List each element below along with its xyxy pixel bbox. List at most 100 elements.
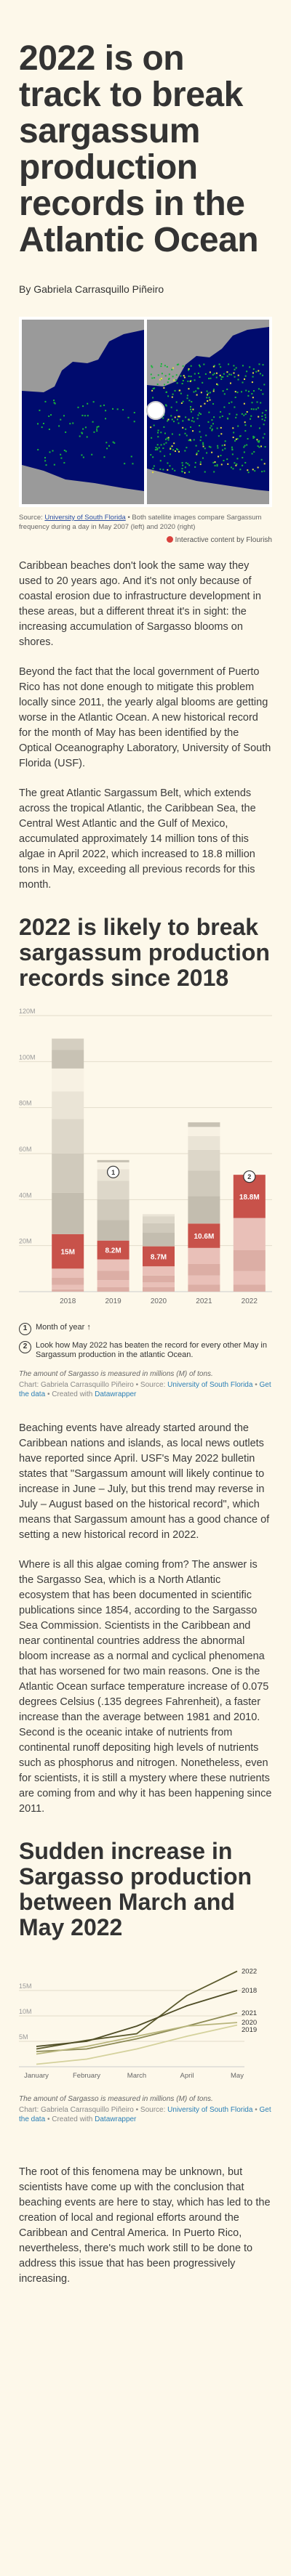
bloom-dot [199,440,202,442]
paragraph: Beaching events have already started aro… [19,1422,270,1541]
bloom-dot [211,429,213,432]
bloom-dot [167,395,170,397]
bloom-dot [184,432,186,434]
bloom-dot [181,470,183,472]
bloom-dot [186,397,188,400]
bloom-dot [228,402,230,404]
bloom-dot [239,435,241,437]
bloom-dot [174,389,176,392]
bloom-dot [194,373,196,375]
bloom-dot [166,365,168,368]
bloom-dot [231,453,234,455]
bloom-dot [224,440,226,442]
chart1-bar-segment [188,1127,220,1136]
bloom-dot [152,456,154,458]
bloom-dot [237,374,239,376]
flourish-credit[interactable]: Interactive content by Flourish [19,536,272,544]
bloom-dot [209,427,211,429]
bloom-dot [236,392,239,394]
chart1-source-link[interactable]: University of South Florida [167,1381,253,1389]
bloom-dot [41,426,43,429]
bloom-dot [199,412,201,414]
bloom-dot [220,463,223,466]
bloom-dot [175,379,177,381]
chart1-x-tick: 2020 [151,1297,167,1305]
chart2-datawrapper-link[interactable]: Datawrapper [95,2115,137,2123]
bloom-dot [190,365,192,367]
map-source-link[interactable]: University of South Florida [44,514,126,522]
bloom-dot [228,363,230,365]
chart2-series-line [36,2012,238,2052]
bloom-dot [178,363,180,365]
bloom-dot [180,402,183,404]
chart1-may-label: 8.7M [151,1253,167,1261]
chart1-x-tick: 2022 [242,1297,258,1305]
bloom-dot [175,401,178,403]
bloom-dot [194,466,196,468]
chart1-bar-segment [143,1275,175,1283]
chart1-datawrapper-link[interactable]: Datawrapper [95,1390,137,1398]
comparison-slider-handle[interactable] [146,401,165,420]
bloom-dot [84,426,87,429]
bloom-dot [166,437,168,440]
bloom-dot [209,399,211,401]
bloom-dot [168,373,170,376]
bloom-dot [258,363,260,365]
bloom-dot [264,414,266,416]
chart1-y-tick: 100M [19,1053,36,1061]
bloom-dot [178,422,180,424]
bloom-dot [175,374,178,376]
bloom-dot [82,428,84,430]
chart2-get-data-link[interactable]: Get the data [19,2106,271,2123]
bloom-dot [204,402,206,405]
bloom-dot [190,408,192,410]
bloom-dot [252,437,255,439]
bloom-dot [223,373,225,375]
chart1-bar-segment [52,1268,84,1278]
bloom-dot [257,445,259,447]
bloom-dot [244,424,247,426]
bloom-dot [183,375,185,377]
bloom-dot [236,463,238,465]
bloom-dot [108,445,110,447]
bloom-dot [133,421,135,423]
satellite-comparison[interactable] [19,317,272,507]
bloom-dot [226,458,228,461]
bloom-dot [173,379,175,381]
bloom-dot [164,375,167,377]
bloom-dot [155,447,157,449]
bloom-dot [261,418,263,421]
bloom-dot [58,425,60,427]
bloom-dot [224,447,226,450]
chart1-bar-segment [188,1170,220,1196]
bloom-dot [234,406,236,408]
bloom-dot [182,400,184,402]
bloom-dot [54,402,56,405]
bloom-dot [195,445,197,447]
bloom-dot [212,389,215,391]
chart1-bar-segment [143,1287,175,1292]
bloom-dot [263,433,266,435]
chart1-bar-segment [52,1289,84,1292]
chart1-bar-segment [97,1180,129,1199]
chart1-y-tick: 120M [19,1008,36,1015]
bloom-dot [44,457,46,459]
bloom-dot [265,416,267,418]
bloom-dot [244,375,247,377]
bloom-dot [96,428,98,430]
chart1-bar-segment [143,1246,175,1267]
bloom-dot [188,388,190,390]
chart1-get-data-link[interactable]: Get the data [19,1381,271,1398]
bloom-dot [260,458,263,461]
chart2-y-tick: 15M [19,1982,32,1990]
map-caption-text: • Both satellite images compare Sargassu… [19,514,262,531]
bloom-dot [156,448,159,450]
chart2-source-link[interactable]: University of South Florida [167,2106,253,2114]
bloom-dot [232,468,234,470]
bloom-dot [182,426,184,429]
bloom-dot [207,421,210,423]
bloom-dot [199,463,202,466]
bloom-dot [247,469,249,471]
chart1-bar-segment [143,1216,175,1223]
bloom-dot [241,413,243,415]
